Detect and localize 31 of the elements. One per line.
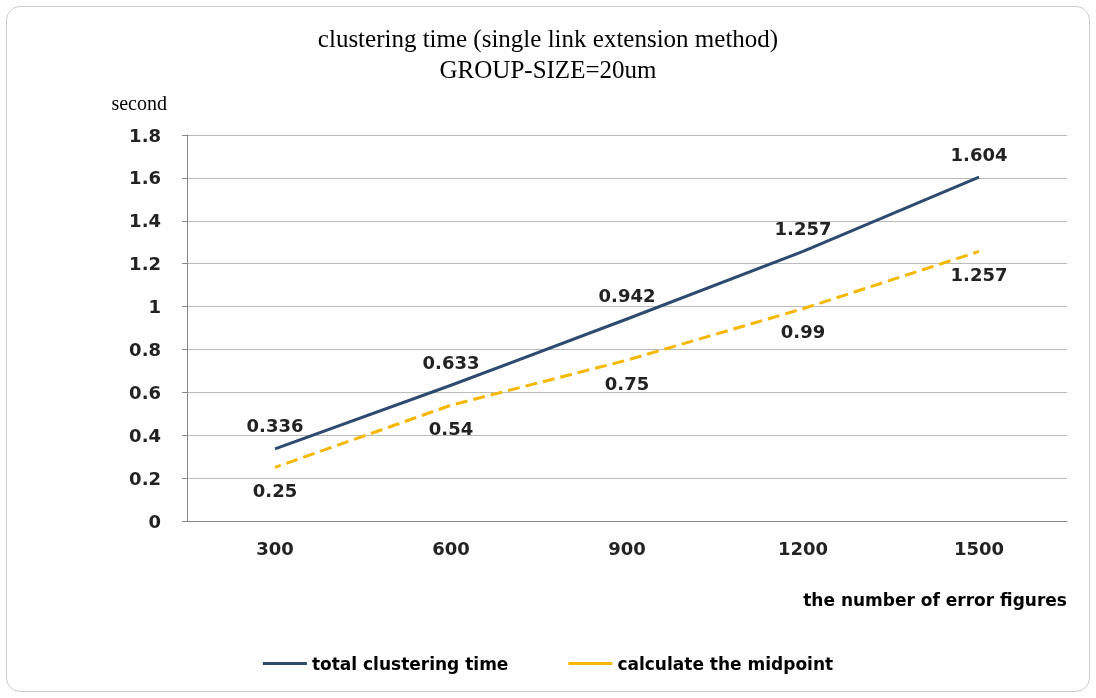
y-axis-title: second (111, 92, 167, 114)
data-label: 0.336 (246, 415, 304, 437)
y-tick-label: 0.6 (129, 381, 161, 403)
x-axis-title: the number of error figures (803, 589, 1067, 610)
x-tick-label: 1200 (777, 537, 829, 559)
legend-label: calculate the midpoint (617, 653, 834, 674)
x-tick-label: 300 (256, 537, 294, 559)
y-tick-label: 1 (148, 296, 161, 318)
legend-label: total clustering time (311, 653, 509, 674)
data-label: 0.75 (604, 372, 650, 394)
data-label: 0.54 (428, 417, 474, 439)
chart-title: clustering time (single link extension method) (317, 25, 779, 53)
y-tick-label: 0.4 (129, 424, 161, 446)
chart-subtitle: GROUP-SIZE=20um (439, 56, 657, 83)
x-tick-label: 900 (608, 537, 646, 559)
data-label: 1.257 (774, 217, 832, 239)
x-tick-label: 600 (432, 537, 470, 559)
x-tick-label: 1500 (953, 537, 1005, 559)
data-label: 0.942 (598, 285, 656, 307)
data-label: 1.604 (950, 143, 1008, 165)
data-label: 0.99 (780, 321, 826, 343)
y-tick-label: 0.2 (129, 467, 161, 489)
y-tick-label: 1.8 (129, 124, 161, 146)
data-label: 1.257 (950, 263, 1008, 285)
data-label: 0.633 (422, 351, 480, 373)
y-tick-label: 1.6 (129, 167, 161, 189)
data-label: 0.25 (252, 479, 298, 501)
y-tick-label: 0.8 (129, 338, 161, 360)
y-tick-label: 0 (148, 510, 161, 532)
y-tick-label: 1.4 (129, 210, 161, 232)
y-tick-label: 1.2 (129, 253, 161, 275)
